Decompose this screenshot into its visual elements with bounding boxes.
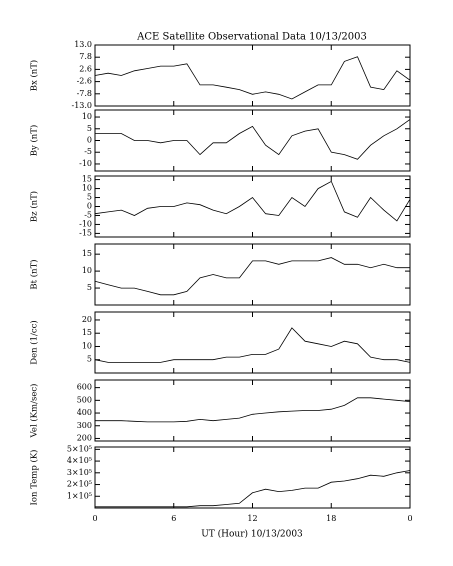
panel-frame <box>94 44 411 107</box>
data-line <box>95 119 411 160</box>
x-axis-label: UT (Hour) 10/13/2003 <box>201 529 303 540</box>
panel-frame <box>94 243 411 306</box>
y-tick-label: 0 <box>87 202 92 211</box>
y-tick-label: 5 <box>87 283 92 292</box>
y-tick-label: 10 <box>82 184 92 193</box>
y-tick-label: 15 <box>82 328 92 337</box>
y-tick-label: -2.6 <box>77 77 92 86</box>
y-tick-label: 10 <box>82 341 92 350</box>
y-tick-label: -5 <box>84 147 92 156</box>
panel-frame <box>94 379 411 442</box>
y-tick-label: 0 <box>87 136 92 145</box>
y-tick-label: -7.8 <box>77 89 92 98</box>
y-axis-label: Bz (nT) <box>29 191 40 222</box>
y-tick-label: 7.8 <box>79 52 92 61</box>
y-tick-label: 15 <box>82 175 92 184</box>
y-axis-label: Ion Temp (K) <box>29 450 40 506</box>
data-line <box>94 180 411 222</box>
y-tick-label: 13.0 <box>74 40 92 49</box>
y-tick-label: 300 <box>77 421 92 430</box>
y-tick-label: 5×10⁵ <box>67 444 92 453</box>
data-line <box>94 257 410 296</box>
y-tick-label: 15 <box>82 249 92 258</box>
y-tick-label: 10 <box>82 112 92 121</box>
panel-frame <box>94 175 411 238</box>
y-tick-label: 20 <box>82 315 92 324</box>
data-line <box>94 327 411 363</box>
data-line <box>95 470 411 508</box>
y-tick-label: 600 <box>77 383 92 392</box>
y-tick-label: 3×10⁵ <box>67 468 92 477</box>
data-line <box>95 397 411 423</box>
y-axis-label: Den (1/cc) <box>29 320 40 364</box>
y-tick-label: 200 <box>77 433 92 442</box>
y-tick-label: 500 <box>77 395 92 404</box>
y-axis-label: Bt (nT) <box>29 259 40 289</box>
y-tick-label: 2×10⁵ <box>67 480 92 489</box>
data-line <box>94 56 411 100</box>
y-tick-label: -10 <box>79 219 92 228</box>
y-tick-label: -5 <box>84 210 92 219</box>
y-tick-label: 1×10⁵ <box>67 491 92 500</box>
panel-frame <box>94 311 411 374</box>
chart-title: ACE Satellite Observational Data 10/13/2… <box>136 32 367 43</box>
x-tick-label: 12 <box>247 514 257 523</box>
x-tick-label: 6 <box>171 514 176 523</box>
y-tick-label: 5 <box>87 193 92 202</box>
x-tick-label: 0 <box>92 514 97 523</box>
y-tick-label: -15 <box>79 228 92 237</box>
y-tick-label: 2.6 <box>79 64 92 73</box>
y-tick-label: 400 <box>77 408 92 417</box>
y-axis-label: Vel (Km/sec) <box>29 384 40 439</box>
y-tick-label: 5 <box>87 355 92 364</box>
y-tick-label: -10 <box>79 159 92 168</box>
x-tick-label: 0 <box>407 514 412 523</box>
y-axis-label: Bx (nT) <box>29 60 40 92</box>
x-tick-label: 18 <box>326 514 336 523</box>
y-tick-label: 5 <box>87 124 92 133</box>
y-tick-label: 4×10⁵ <box>67 456 92 465</box>
y-axis-label: By (nT) <box>29 125 40 157</box>
y-tick-label: -13.0 <box>71 101 92 110</box>
y-tick-label: 10 <box>82 266 92 275</box>
